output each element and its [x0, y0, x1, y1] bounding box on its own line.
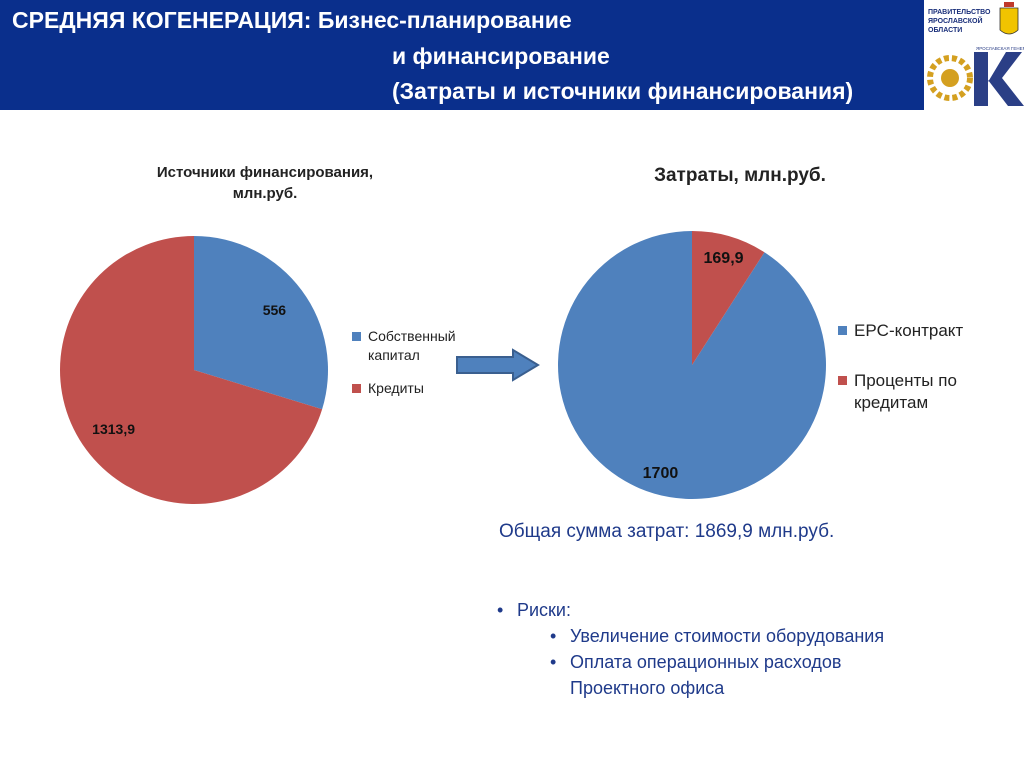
page-title-line2: и финансирование	[392, 43, 610, 69]
risk-item-office: • Оплата операционных расходов	[550, 652, 842, 672]
govt-text-3: ОБЛАСТИ	[928, 27, 962, 34]
pie-slice-1	[692, 231, 765, 365]
company-logo-icon	[927, 52, 1024, 106]
pie-data-label-1: 169,9	[704, 250, 744, 267]
pie-slice-1	[59, 236, 323, 505]
crown-icon	[1004, 2, 1014, 7]
risks-item: • Риски:	[497, 600, 571, 620]
coat-of-arms-icon	[999, 7, 1019, 35]
logo-area: ПРАВИТЕЛЬСТВО ЯРОСЛАВСКОЙ ОБЛАСТИ ЯРОСЛА…	[924, 0, 1024, 110]
legend-swatch-blue	[352, 332, 361, 341]
right-legend: EPC-контракт Проценты по кредитам	[838, 320, 1018, 414]
pie-data-label-0: 556	[263, 302, 287, 318]
pie-data-label-1: 1313,9	[92, 421, 135, 437]
left-pie-chart: 556 1313,9	[59, 236, 328, 505]
risk-item-office-cont: Проектного офиса	[570, 678, 725, 698]
logo-emblem: ПРАВИТЕЛЬСТВО ЯРОСЛАВСКОЙ ОБЛАСТИ ЯРОСЛА…	[927, 2, 1024, 106]
header-banner: СРЕДНЯЯ КОГЕНЕРАЦИЯ: Бизнес-планирование…	[0, 0, 924, 110]
legend-item-credits: Кредиты	[352, 379, 492, 398]
page-title-line3: (Затраты и источники финансирования)	[392, 78, 854, 104]
legend-swatch-red	[838, 376, 847, 385]
legend-item-interest: Проценты по кредитам	[838, 370, 1018, 414]
company-text: ЯРОСЛАВСКАЯ ГЕНЕРИРУЮЩАЯ	[976, 46, 1024, 51]
risk-item-equipment: • Увеличение стоимости оборудования	[550, 626, 885, 646]
govt-text-2: ЯРОСЛАВСКОЙ	[928, 16, 983, 25]
legend-item-epc: EPC-контракт	[838, 320, 1018, 342]
legend-item-own-capital: Собственный капитал	[352, 327, 492, 365]
page-title-line1: СРЕДНЯЯ КОГЕНЕРАЦИЯ: Бизнес-планирование	[12, 7, 572, 33]
risks-list: • Риски: • Увеличение стоимости оборудован…	[497, 597, 884, 701]
left-chart-title: Источники финансирования, млн.руб.	[156, 164, 374, 202]
total-cost-text: Общая сумма затрат: 1869,9 млн.руб.	[499, 521, 835, 542]
legend-swatch-blue	[838, 326, 847, 335]
legend-swatch-red	[352, 384, 361, 393]
left-legend: Собственный капитал Кредиты	[352, 327, 492, 398]
arrow-right-icon	[456, 348, 540, 382]
pie-data-label-0: 1700	[643, 465, 679, 482]
right-pie-chart: 1700 169,9	[558, 231, 826, 499]
govt-text-1: ПРАВИТЕЛЬСТВО	[928, 9, 991, 16]
pie-slice-0	[194, 236, 328, 410]
right-chart-title: Затраты, млн.руб.	[654, 165, 826, 186]
